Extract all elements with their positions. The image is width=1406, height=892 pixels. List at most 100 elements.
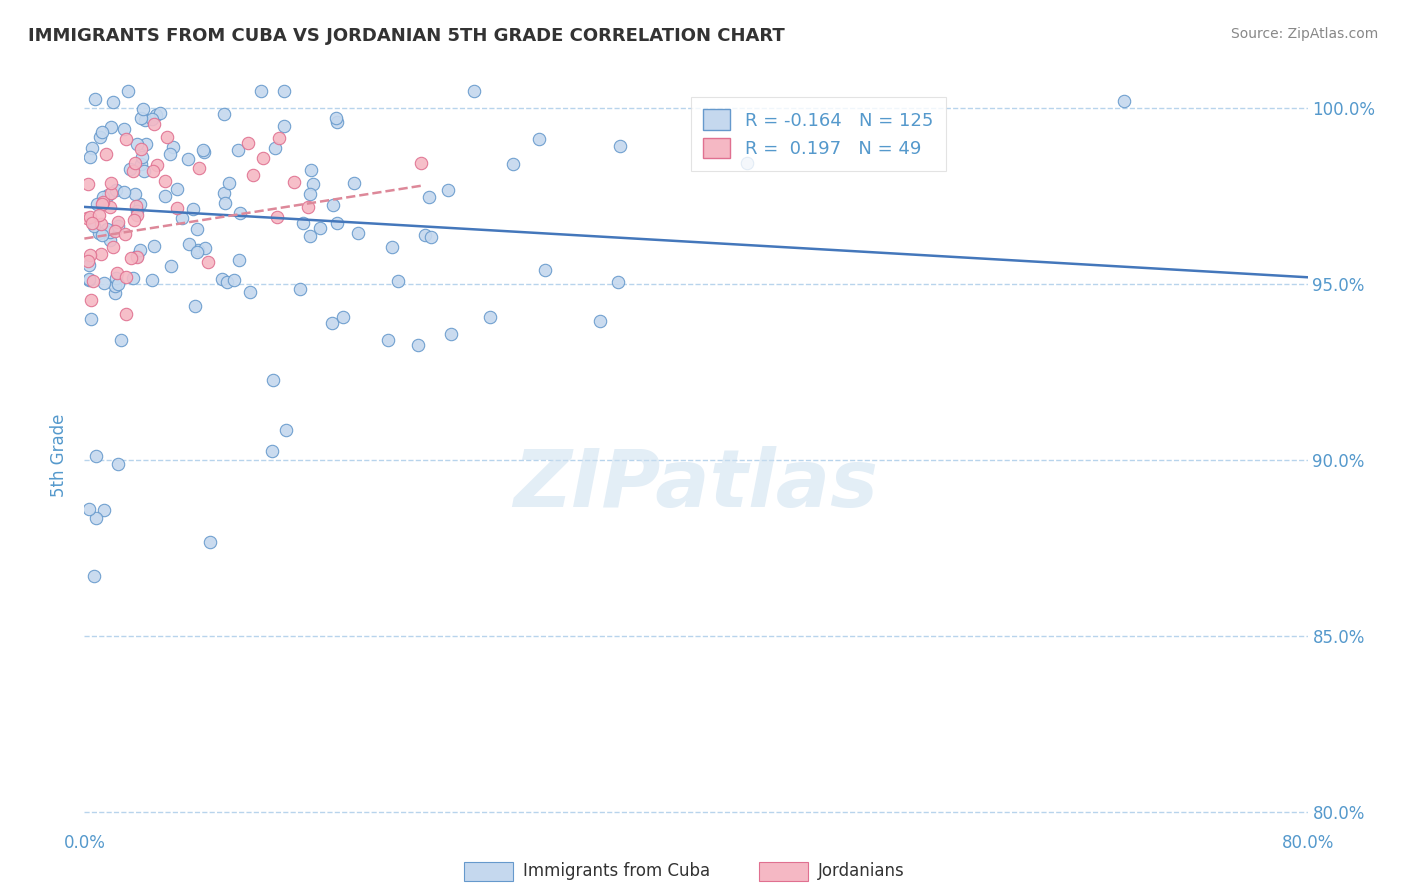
Point [343,176,366,190]
Point [266,211,288,225]
Point [387,274,409,288]
Point [222,273,245,287]
Point [186,244,208,259]
Point [79,210,101,224]
Point [267,130,290,145]
Point [332,310,354,325]
Point [170,211,193,226]
Point [121,271,143,285]
Point [143,117,166,131]
Point [242,168,264,182]
Point [326,216,349,230]
Point [214,195,236,210]
Point [1114,95,1136,109]
Point [418,189,440,203]
Point [406,338,429,352]
Point [90,227,112,242]
Point [159,147,181,161]
Point [125,250,148,264]
Point [283,175,305,189]
Text: Source: ZipAtlas.com: Source: ZipAtlas.com [1230,27,1378,41]
Point [84,511,107,525]
Point [160,259,183,273]
Point [89,129,111,144]
Legend: R = -0.164   N = 125, R =  0.197   N = 49: R = -0.164 N = 125, R = 0.197 N = 49 [690,97,946,171]
Point [93,276,115,290]
Point [143,238,166,252]
Point [145,158,167,172]
Point [94,147,117,161]
Point [83,92,105,106]
Point [83,568,105,582]
Point [211,272,233,286]
Point [162,140,184,154]
Point [262,373,284,387]
Point [79,248,101,262]
Point [184,299,207,313]
Point [103,224,125,238]
Point [98,233,121,247]
Point [132,102,155,116]
Point [135,137,157,152]
Point [124,186,146,201]
Point [177,237,200,252]
Point [239,285,262,300]
Point [236,136,259,150]
Point [212,186,235,200]
Point [218,176,240,190]
Point [134,163,156,178]
Point [415,228,437,243]
Point [153,189,176,203]
Point [129,142,152,156]
Point [125,204,148,219]
Point [125,136,148,151]
Point [115,132,138,146]
Point [76,177,98,191]
Point [128,197,150,211]
Point [96,222,118,236]
Point [77,253,100,268]
Point [100,176,122,190]
Point [298,187,321,202]
Text: Immigrants from Cuba: Immigrants from Cuba [523,863,710,880]
Point [502,157,524,171]
Point [131,112,153,126]
Point [110,333,132,347]
Point [145,108,167,122]
Point [228,253,250,268]
Point [346,226,368,240]
Point [607,275,630,289]
Point [90,217,112,231]
Point [419,230,441,244]
Point [107,457,129,471]
Y-axis label: 5th Grade: 5th Grade [51,413,69,497]
Point [91,197,114,211]
Point [409,155,432,169]
Point [191,143,214,157]
Point [463,84,485,98]
Point [127,208,149,222]
Point [114,227,136,241]
Point [91,190,114,204]
Text: Jordanians: Jordanians [818,863,905,880]
Point [107,219,129,233]
Point [141,112,163,126]
Point [98,200,121,214]
Point [321,316,343,330]
Point [288,282,311,296]
Point [77,259,100,273]
Point [479,310,502,324]
Point [377,333,399,347]
Point [197,255,219,269]
Point [83,219,105,234]
Point [90,246,112,260]
Point [297,201,319,215]
Point [115,270,138,285]
Point [166,182,188,196]
Point [131,157,153,171]
Point [200,534,222,549]
Point [120,162,142,177]
Point [134,113,156,128]
Point [264,141,287,155]
Point [212,106,235,120]
